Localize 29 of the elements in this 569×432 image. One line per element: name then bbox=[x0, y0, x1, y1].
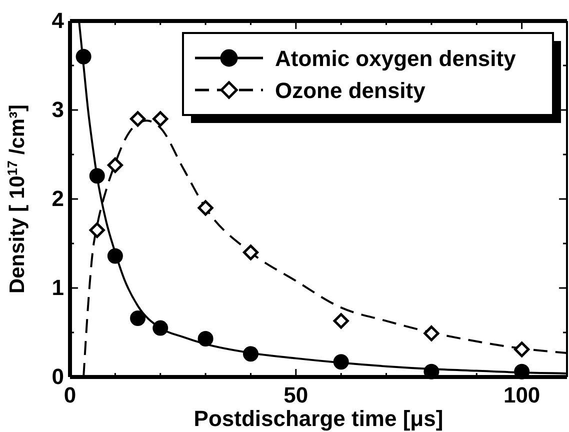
y-tick-label: 3 bbox=[52, 97, 64, 122]
y-tick-label: 2 bbox=[52, 186, 64, 212]
point bbox=[107, 248, 123, 264]
point bbox=[242, 346, 258, 362]
point bbox=[152, 111, 168, 127]
point bbox=[76, 48, 92, 64]
legend-label: Atomic oxygen density bbox=[275, 46, 517, 71]
point bbox=[424, 326, 440, 342]
point bbox=[198, 200, 214, 216]
point bbox=[514, 342, 530, 358]
point bbox=[514, 364, 530, 380]
point bbox=[130, 310, 146, 326]
x-tick-label: 100 bbox=[503, 382, 540, 408]
point bbox=[333, 354, 349, 370]
point bbox=[242, 244, 259, 260]
point bbox=[89, 168, 105, 184]
point bbox=[424, 364, 440, 380]
y-tick-label: 0 bbox=[52, 364, 64, 390]
y-tick-label: 1 bbox=[52, 275, 64, 300]
legend-label: Ozone density bbox=[275, 78, 426, 103]
x-tick-label: 50 bbox=[284, 382, 308, 408]
point bbox=[130, 111, 146, 127]
point bbox=[198, 330, 214, 346]
y-tick-label: 4 bbox=[52, 8, 65, 34]
point bbox=[333, 313, 349, 329]
point bbox=[107, 157, 123, 173]
x-axis-title: Postdischarge time [μs] bbox=[194, 406, 444, 431]
point bbox=[152, 320, 168, 336]
point bbox=[89, 222, 105, 238]
